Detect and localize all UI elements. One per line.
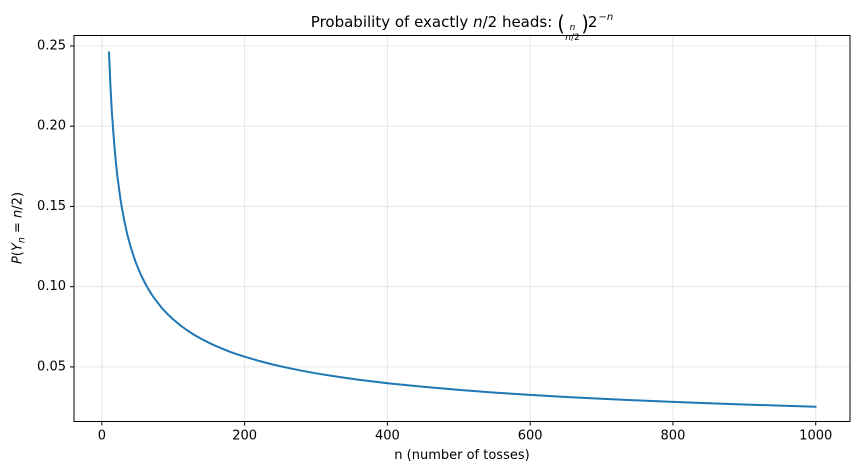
x-tick-label: 600 bbox=[518, 428, 543, 443]
chart-title: Probability of exactly n/2 heads: (n n/2)… bbox=[74, 5, 850, 44]
x-tick-label: 800 bbox=[661, 428, 686, 443]
x-tick-label: 200 bbox=[232, 428, 257, 443]
binom-bottom: n/2 bbox=[565, 32, 580, 43]
y-tick-label: 0.25 bbox=[37, 38, 66, 53]
title-exponent: −n bbox=[598, 12, 614, 23]
binom-close-paren: ) bbox=[581, 12, 588, 36]
y-axis-label: P(Yn = n/2) bbox=[10, 191, 28, 265]
y-tick-label: 0.10 bbox=[37, 279, 66, 294]
axes-spines bbox=[73, 35, 851, 422]
x-tick-label: 0 bbox=[98, 428, 106, 443]
title-n-italic: n bbox=[473, 13, 483, 31]
x-axis-label: n (number of tosses) bbox=[394, 448, 530, 463]
y-tick-label: 0.05 bbox=[37, 359, 66, 374]
binom-open-paren: ( bbox=[557, 12, 564, 36]
x-tick-label: 400 bbox=[375, 428, 400, 443]
y-tick-label: 0.15 bbox=[37, 199, 66, 214]
binom-top: n bbox=[569, 23, 576, 33]
y-tick-label: 0.20 bbox=[37, 119, 66, 134]
binomial-coefficient: n n/2 bbox=[565, 23, 580, 44]
title-text: Probability of exactly bbox=[310, 13, 474, 31]
x-tick-label: 1000 bbox=[799, 428, 832, 443]
title-base-2: 2 bbox=[587, 13, 598, 31]
title-text-2: /2 heads: bbox=[482, 13, 558, 31]
probability-curve bbox=[108, 51, 817, 408]
